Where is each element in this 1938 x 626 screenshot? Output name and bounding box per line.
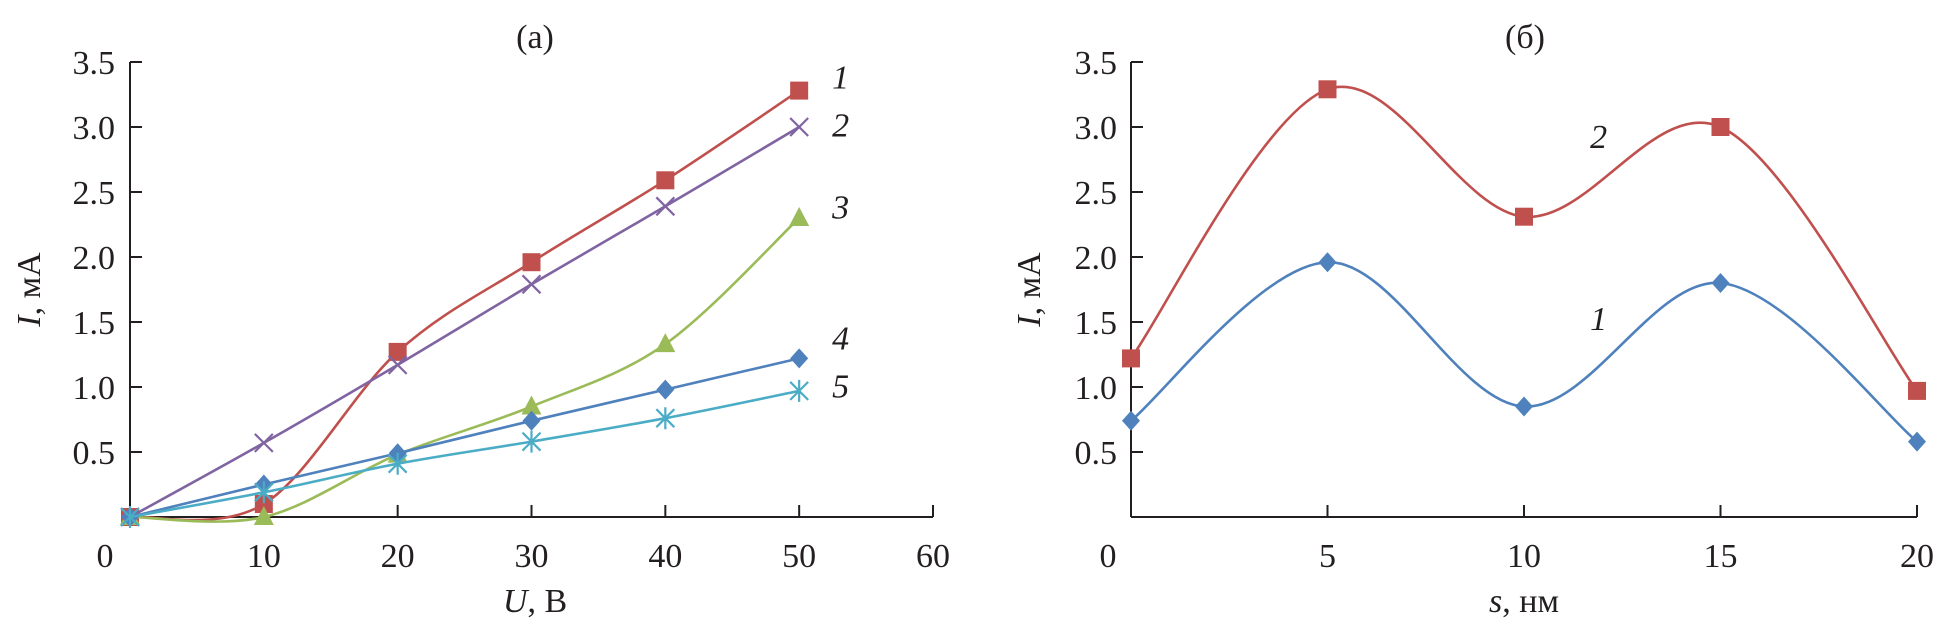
series-label: 4	[832, 321, 849, 358]
marker-x	[655, 196, 676, 217]
y-axis-label-unit: , мА	[11, 252, 48, 316]
chart-panel-a: (а)0.51.01.52.02.53.03.50 10 20 30 40 50 60U, …	[11, 19, 950, 620]
x-tick-label: 20	[381, 538, 415, 575]
series-label: 2	[832, 107, 849, 144]
series-line	[129, 217, 801, 523]
series-label: 3	[831, 189, 849, 226]
marker-square	[1122, 349, 1140, 368]
x-axis-label-unit: , нм	[1502, 583, 1559, 620]
marker-diamond	[1908, 431, 1926, 452]
marker-diamond	[1318, 252, 1337, 273]
series-3: 3	[120, 189, 849, 525]
x-tick-label: 30	[515, 538, 549, 575]
chart-title: (б)	[1505, 19, 1545, 56]
y-tick-label: 2.5	[1075, 175, 1118, 212]
series-line	[129, 89, 800, 522]
x-tick-label: 40	[648, 538, 682, 575]
series-line	[129, 357, 800, 519]
y-tick-label: 1.5	[73, 305, 116, 342]
series-label: 1	[1590, 301, 1607, 338]
y-tick-label: 3.5	[73, 45, 116, 82]
y-tick-label: 2.0	[73, 240, 116, 277]
series-4: 4	[121, 321, 849, 527]
x-tick-label: 60	[916, 538, 950, 575]
x-axis-label-var: s	[1489, 583, 1502, 620]
marker-square	[254, 495, 273, 513]
series-2: 2	[1122, 80, 1926, 400]
marker-x	[387, 355, 408, 375]
series-1: 1	[121, 59, 849, 526]
marker-square	[522, 253, 541, 272]
series-5: 5	[120, 369, 849, 528]
marker-triangle	[521, 395, 542, 415]
y-tick-label: 1.0	[73, 370, 116, 407]
marker-square	[656, 171, 675, 190]
chart-panel-b: (б)0.51.01.52.02.53.03.50 5 10 15 20s, нмI, …	[1011, 19, 1934, 620]
series-1: 1	[1122, 252, 1926, 452]
series-line	[1129, 85, 1919, 392]
y-tick-label: 3.0	[73, 110, 116, 147]
y-tick-label: 1.5	[1075, 305, 1118, 342]
series-label: 2	[1590, 119, 1607, 156]
marker-diamond	[790, 348, 809, 369]
series-line	[129, 389, 800, 519]
series-2: 2	[120, 107, 849, 527]
marker-x	[789, 117, 809, 137]
x-tick-label: 0	[97, 538, 114, 575]
x-tick-label: 15	[1704, 538, 1738, 575]
marker-triangle	[789, 207, 810, 226]
marker-square	[790, 81, 809, 100]
series-line	[129, 125, 800, 519]
marker-asterisk	[120, 506, 140, 528]
y-tick-label: 3.0	[1075, 110, 1118, 147]
marker-triangle	[655, 333, 676, 353]
series-label: 5	[832, 369, 849, 406]
x-tick-label: 50	[782, 538, 816, 575]
marker-asterisk	[789, 379, 809, 402]
y-tick-label: 3.5	[1075, 45, 1118, 82]
marker-square	[1908, 381, 1926, 400]
x-tick-label: 20	[1900, 538, 1934, 575]
x-tick-label: 5	[1319, 538, 1336, 575]
marker-asterisk	[254, 481, 274, 504]
chart-title: (а)	[516, 19, 554, 56]
marker-asterisk	[655, 407, 676, 430]
x-axis-label: U, В	[503, 583, 567, 620]
marker-asterisk	[521, 430, 542, 453]
marker-square	[1318, 80, 1337, 99]
x-axis-label-unit: , В	[527, 583, 567, 620]
y-tick-label: 0.5	[73, 435, 116, 472]
y-axis-label: I, мА	[1011, 252, 1048, 328]
marker-square	[388, 342, 407, 361]
x-tick-label: 0	[1100, 538, 1117, 575]
marker-diamond	[1515, 396, 1533, 417]
marker-diamond	[522, 410, 541, 431]
x-axis-label: s, нм	[1489, 583, 1559, 620]
marker-x	[521, 274, 542, 295]
marker-square	[1711, 118, 1730, 136]
marker-asterisk	[387, 452, 408, 475]
marker-diamond	[1711, 273, 1730, 293]
x-axis-label-var: U	[503, 583, 530, 620]
y-tick-label: 0.5	[1075, 435, 1118, 472]
marker-diamond	[1122, 410, 1140, 431]
y-axis-label: I, мА	[11, 252, 48, 328]
y-tick-label: 1.0	[1075, 370, 1118, 407]
marker-square	[1515, 207, 1533, 226]
y-axis-label-var: I	[1011, 314, 1048, 328]
x-tick-label: 10	[1507, 538, 1541, 575]
y-tick-label: 2.5	[73, 175, 116, 212]
marker-diamond	[656, 379, 675, 400]
x-tick-label: 10	[247, 538, 281, 575]
y-tick-label: 2.0	[1075, 240, 1118, 277]
y-axis-label-unit: , мА	[1011, 252, 1048, 316]
series-label: 1	[832, 59, 849, 96]
marker-triangle	[253, 506, 274, 525]
y-axis-label-var: I	[11, 314, 48, 328]
marker-x	[254, 433, 274, 453]
